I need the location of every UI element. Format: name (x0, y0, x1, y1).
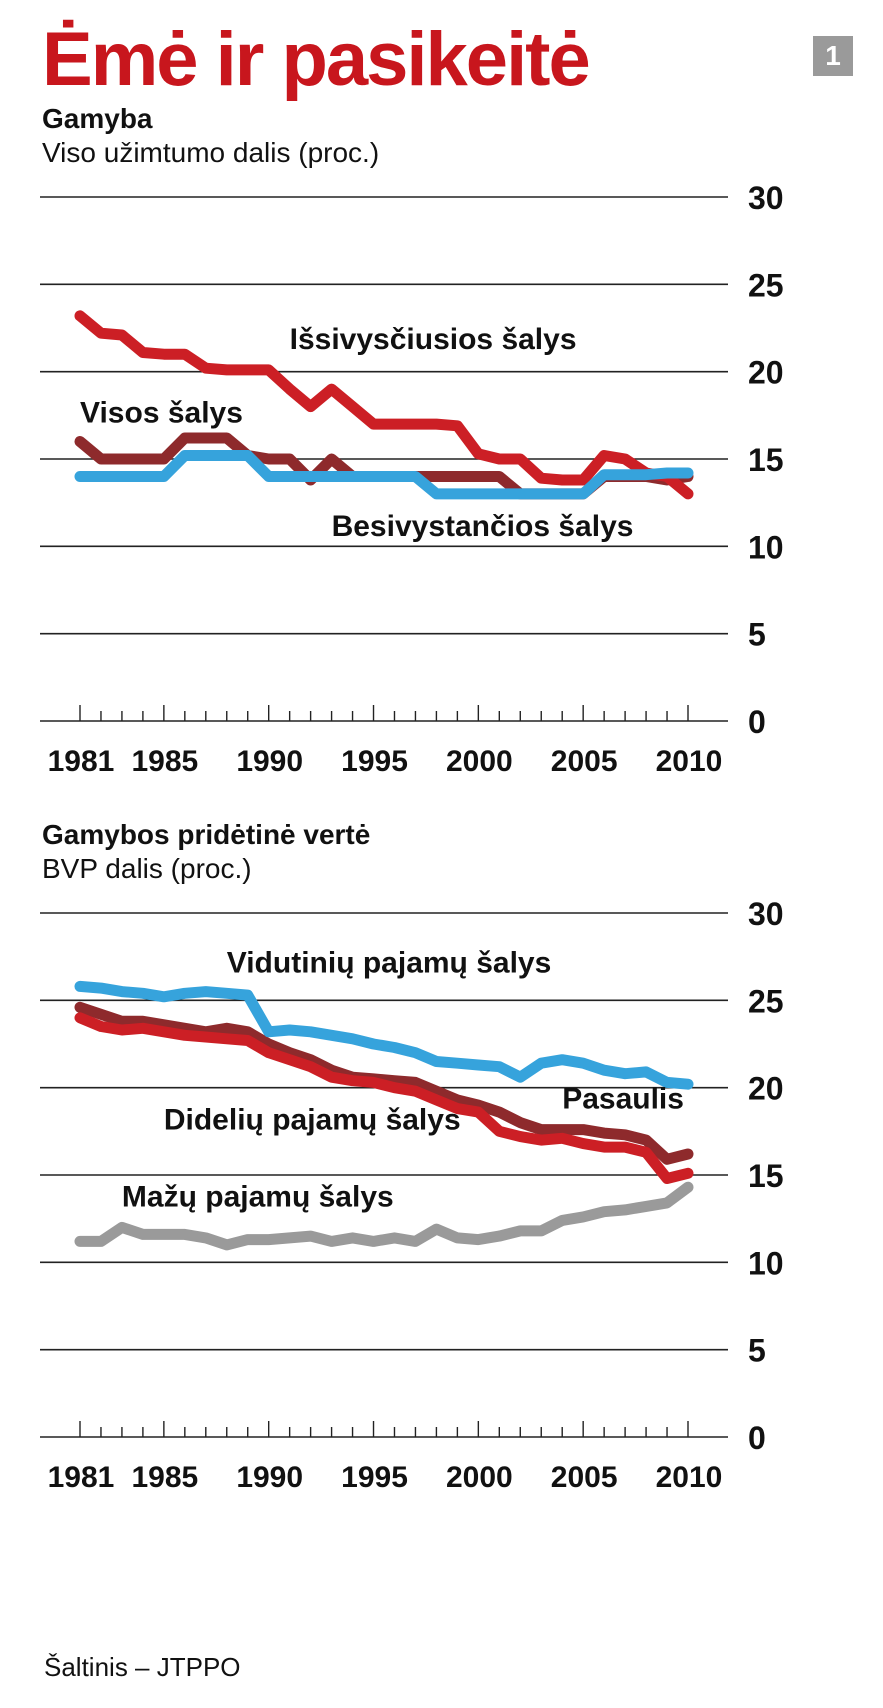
chart0-ytick-label: 0 (748, 704, 766, 740)
chart0-xtick-label: 1981 (48, 745, 115, 778)
chart0-ytick-label: 25 (748, 267, 784, 303)
employment-share-chart: 0 5 10 15 20 25 30 1981 1985 1990 1995 2000 2005 2010… (40, 180, 784, 778)
chart1-label-dideliu-pajamu-salys: Didelių pajamų šalys (164, 1104, 461, 1137)
chart0-ytick-label: 10 (748, 529, 784, 565)
chart0-ytick-label: 15 (748, 442, 784, 478)
chart1-ytick-label: 15 (748, 1158, 784, 1194)
headline: Ėmė ir pasikeitė (42, 17, 591, 102)
chart0-xtick-label: 2000 (446, 745, 513, 778)
chart0-series-besivystancios-salys (74, 450, 694, 500)
chart1-xtick-label: 1985 (131, 1461, 198, 1494)
chart0-ytick-label: 5 (748, 617, 766, 653)
chart1-ytick-label: 30 (748, 896, 784, 932)
chart1-subtitle: Viso užimtumo dalis (proc.) (42, 137, 380, 168)
chart1-ytick-label: 25 (748, 983, 784, 1019)
chart1-xtick-label: 2010 (656, 1461, 723, 1494)
page-number-badge: 1 (813, 36, 853, 76)
chart0-ytick-label: 20 (748, 355, 784, 391)
chart0-xtick-label: 1990 (236, 745, 303, 778)
chart1-xtick-label: 1981 (48, 1461, 115, 1494)
chart1-series-mazu-pajamu-salys (74, 1181, 694, 1251)
chart1-ytick-label: 10 (748, 1245, 784, 1281)
chart1-ytick-label: 0 (748, 1420, 766, 1456)
chart1-xtick-label: 1990 (236, 1461, 303, 1494)
chart1-ytick-label: 5 (748, 1333, 766, 1369)
chart1-label-mazu-pajamu-salys: Mažų pajamų šalys (122, 1180, 394, 1213)
value-added-chart: 0 5 10 15 20 25 30 1981 1985 1990 1995 2000 2005 2010… (40, 896, 784, 1494)
chart0-ytick-label: 30 (748, 180, 784, 216)
chart0-xtick-label: 2005 (551, 745, 618, 778)
chart1-xtick-label: 2005 (551, 1461, 618, 1494)
chart0-xtick-label: 1985 (131, 745, 198, 778)
chart1-label-pasaulis: Pasaulis (562, 1083, 684, 1116)
chart1-series-dideliu-pajamu-salys (74, 1012, 694, 1184)
chart1-xtick-label: 2000 (446, 1461, 513, 1494)
chart1-series-vidutiniu-pajamu-salys (74, 980, 694, 1090)
chart0-label-besivystancios-salys: Besivystančios šalys (332, 510, 634, 543)
chart1-title: Gamyba (42, 103, 153, 134)
chart1-label-vidutiniu-pajamu-salys: Vidutinių pajamų šalys (227, 946, 552, 979)
chart1-ytick-label: 20 (748, 1071, 784, 1107)
chart1-xtick-label: 1995 (341, 1461, 408, 1494)
chart0-label-issivysciusios-salys: Išsivysčiusios šalys (290, 323, 577, 356)
chart2-subtitle: BVP dalis (proc.) (42, 853, 252, 884)
chart0-label-visos-salys: Visos šalys (80, 396, 243, 429)
chart0-xtick-label: 1995 (341, 745, 408, 778)
source-note: Šaltinis – JTPPO (44, 1652, 241, 1682)
chart2-title: Gamybos pridėtinė vertė (42, 819, 371, 850)
chart0-series-issivysciusios-salys (74, 310, 694, 500)
chart0-xtick-label: 2010 (656, 745, 723, 778)
